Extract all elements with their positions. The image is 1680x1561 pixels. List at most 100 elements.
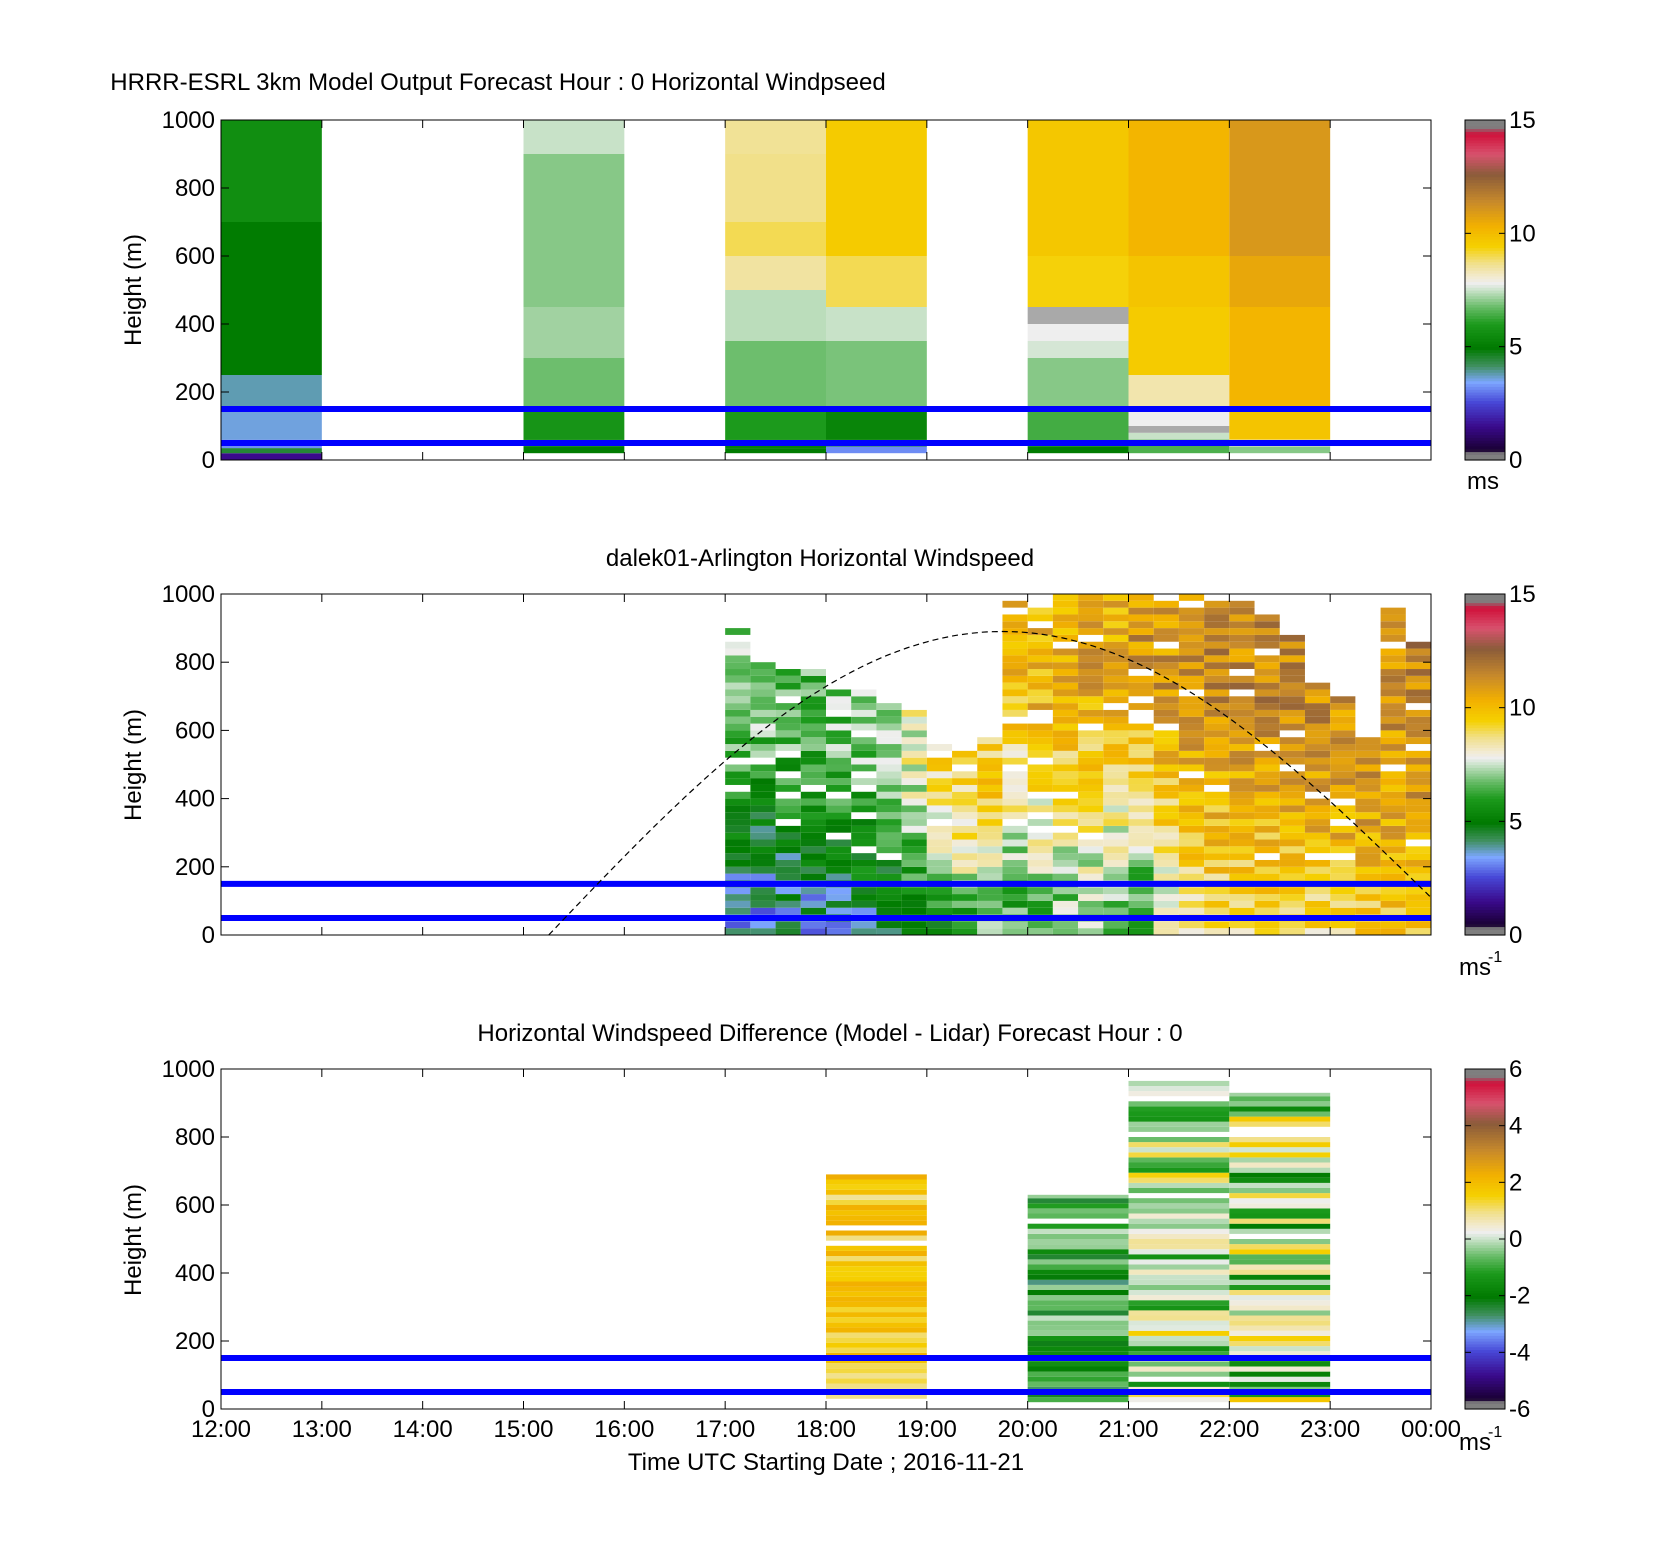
colorbar-swatch xyxy=(1465,403,1505,407)
heatmap-cell xyxy=(826,1332,927,1338)
colorbar-swatch xyxy=(1465,1137,1505,1141)
colorbar-unit: ms xyxy=(1459,954,1491,981)
heatmap-cell xyxy=(1229,1254,1331,1260)
heatmap-cell xyxy=(826,825,852,833)
heatmap-cell xyxy=(1254,771,1280,779)
heatmap-cell xyxy=(1229,716,1255,724)
heatmap-cell xyxy=(775,723,801,731)
heatmap-cell xyxy=(1128,832,1154,840)
heatmap-cell xyxy=(800,832,826,840)
colorbar-swatch xyxy=(1465,417,1505,421)
heatmap-cell xyxy=(926,866,953,874)
colorbar-swatch xyxy=(1465,872,1505,876)
heatmap-cell xyxy=(1279,634,1305,642)
colorbar-swatch xyxy=(1465,1196,1505,1200)
heatmap-cell xyxy=(750,791,776,799)
heatmap-cell xyxy=(725,744,751,751)
heatmap-cell xyxy=(826,798,852,806)
heatmap-cell xyxy=(901,709,927,717)
heatmap-cell xyxy=(1279,737,1305,745)
colorbar-swatch xyxy=(1465,915,1505,919)
heatmap-cell xyxy=(1128,1121,1230,1127)
heatmap-cell xyxy=(1229,921,1255,929)
heatmap-cell xyxy=(1279,805,1305,813)
heatmap-cell xyxy=(826,1327,927,1333)
colorbar-tick-label: 0 xyxy=(1509,1226,1522,1253)
heatmap-cell xyxy=(1178,791,1205,799)
heatmap-cell xyxy=(851,805,877,813)
heatmap-cell xyxy=(1380,689,1406,697)
heatmap-cell xyxy=(1052,907,1079,915)
colorbar-swatch xyxy=(1465,775,1505,780)
heatmap-cell xyxy=(1153,791,1179,799)
colorbar-swatch xyxy=(1465,1386,1505,1390)
heatmap-cell xyxy=(1153,703,1179,710)
colorbar-swatch xyxy=(1465,298,1505,302)
heatmap-cell xyxy=(1380,900,1406,908)
heatmap-cell xyxy=(1153,682,1179,690)
colorbar-swatch xyxy=(1465,287,1505,291)
heatmap-cell xyxy=(800,866,826,874)
heatmap-cell xyxy=(1380,894,1406,901)
heatmap-cell xyxy=(1078,689,1104,697)
heatmap-cell xyxy=(1002,839,1028,847)
heatmap-cell xyxy=(851,859,877,867)
colorbar-swatch xyxy=(1465,1403,1505,1407)
heatmap-cell xyxy=(1304,696,1331,704)
heatmap-cell xyxy=(977,805,1003,813)
heatmap-cell xyxy=(1128,887,1154,895)
heatmap-cell xyxy=(1078,709,1104,717)
heatmap-cell xyxy=(1355,750,1381,758)
heatmap-cell xyxy=(826,1276,927,1282)
heatmap-cell xyxy=(1027,1325,1129,1331)
heatmap-cell xyxy=(1304,757,1331,765)
heatmap-cell xyxy=(1304,798,1331,806)
heatmap-cell xyxy=(1254,873,1280,881)
heatmap-cell xyxy=(1178,737,1205,745)
heatmap-cell xyxy=(1229,1172,1331,1178)
heatmap-cells xyxy=(221,120,1331,460)
heatmap-cell xyxy=(1229,1157,1331,1163)
colorbar-swatch xyxy=(1465,1216,1505,1220)
heatmap-cell xyxy=(775,757,801,765)
heatmap-cell xyxy=(1204,607,1230,615)
heatmap-cell xyxy=(1128,825,1154,833)
colorbar-swatch xyxy=(1465,329,1505,334)
colorbar-swatch xyxy=(1465,352,1505,356)
heatmap-cell xyxy=(826,1194,927,1200)
colorbar-swatch xyxy=(1465,1185,1505,1189)
colorbar-swatch xyxy=(1465,866,1505,871)
heatmap-cell xyxy=(851,696,877,704)
heatmap-cell xyxy=(901,757,927,765)
colorbar-swatch xyxy=(1465,171,1505,175)
heatmap-cell xyxy=(1027,341,1129,358)
colorbar-swatch xyxy=(1465,423,1505,427)
heatmap-cell xyxy=(1002,648,1028,656)
heatmap-cell xyxy=(523,154,625,307)
heatmap-cell xyxy=(1405,662,1431,670)
heatmap-cell xyxy=(1052,682,1079,690)
colorbar-swatch xyxy=(1465,443,1505,447)
heatmap-cell xyxy=(1279,894,1305,901)
heatmap-cell xyxy=(1052,846,1079,854)
colorbar-swatch xyxy=(1465,173,1505,178)
heatmap-cell xyxy=(1178,812,1205,820)
heatmap-cell xyxy=(1279,669,1305,676)
chart-title: Horizontal Windspeed Difference (Model -… xyxy=(477,1020,1182,1047)
heatmap-cell xyxy=(1128,921,1154,929)
colorbar-swatch xyxy=(1465,1236,1505,1240)
heatmap-cell xyxy=(1128,894,1154,901)
colorbar-swatch xyxy=(1465,193,1505,198)
colorbar-swatch xyxy=(1465,1145,1505,1149)
heatmap-cell xyxy=(750,859,776,867)
heatmap-cell xyxy=(1027,1315,1129,1321)
heatmap-cell xyxy=(1204,628,1230,635)
heatmap-cell xyxy=(1103,791,1129,799)
heatmap-cell xyxy=(1027,1320,1129,1326)
colorbar-swatch xyxy=(1465,176,1505,181)
heatmap-cell xyxy=(1128,1213,1230,1219)
heatmap-cell xyxy=(826,853,852,860)
heatmap-cell xyxy=(1103,662,1129,670)
heatmap-cell xyxy=(775,928,801,935)
colorbar-swatch xyxy=(1465,264,1505,268)
